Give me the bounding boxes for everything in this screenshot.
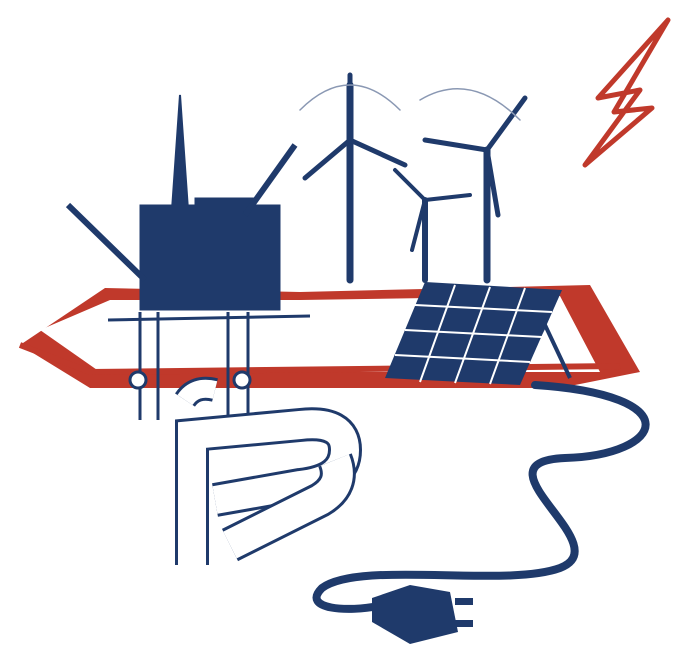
plug-body: [372, 585, 458, 644]
solar-panel: [385, 282, 572, 385]
derrick: [170, 94, 190, 211]
valve: [128, 370, 148, 390]
turbine-blades: [302, 72, 408, 181]
turbine-blades: [422, 95, 528, 218]
wind-turbines: [299, 72, 528, 284]
turbine-blades: [393, 168, 472, 252]
lightning-bolt: [582, 17, 671, 168]
plug: [372, 585, 473, 644]
plug-prong: [455, 620, 473, 627]
crane-right: [242, 143, 298, 217]
pipe-fill: [177, 379, 218, 406]
motion-arcs: [299, 84, 521, 121]
cable: [312, 381, 650, 613]
crane-left: [65, 202, 148, 283]
panel-grid: [394, 284, 553, 385]
oil-platform: [65, 94, 311, 322]
waterline: [107, 314, 311, 322]
pipes: [175, 376, 363, 565]
platform-body: [139, 204, 281, 311]
pipe-fill: [223, 454, 353, 559]
plug-prong: [455, 598, 473, 605]
valve: [232, 370, 252, 390]
